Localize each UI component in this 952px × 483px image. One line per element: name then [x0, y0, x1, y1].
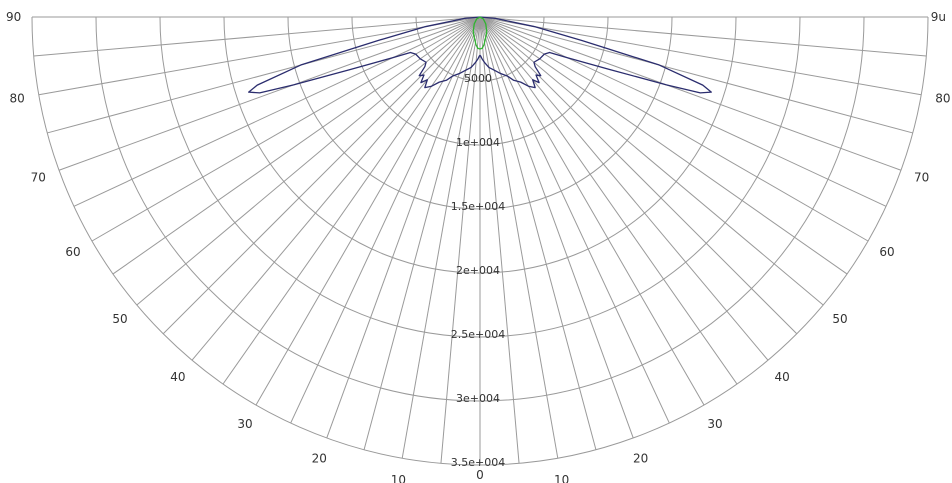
angle-spoke: [440, 16, 481, 464]
intensity-curve-1: [472, 16, 488, 50]
angle-spoke: [479, 16, 922, 96]
angle-spoke: [479, 16, 634, 439]
angle-tick-label: 30: [237, 417, 252, 431]
angle-spoke: [91, 16, 481, 242]
angle-spoke: [33, 16, 481, 57]
angle-spoke: [363, 16, 481, 450]
angle-tick-label: 80: [935, 92, 950, 106]
angle-tick-label: 9u: [931, 10, 946, 24]
angle-tick-label: 90: [6, 10, 21, 24]
angle-spoke: [479, 16, 824, 306]
angle-spoke: [58, 16, 481, 171]
radial-tick-label: 1e+004: [456, 136, 500, 149]
angle-spoke: [162, 16, 481, 335]
angle-tick-label: 70: [31, 171, 46, 185]
angle-tick-label: 40: [774, 370, 789, 384]
angle-spoke: [191, 16, 481, 361]
angle-tick-label: 20: [312, 452, 327, 466]
angle-spoke: [136, 16, 481, 306]
angle-tick-label: 60: [879, 245, 894, 259]
angle-tick-label: 40: [170, 370, 185, 384]
angle-spoke: [479, 16, 597, 450]
angle-spoke: [479, 16, 520, 464]
chart-labels: 5000 1e+004 1.5e+004 2e+004 2.5e+004 3e+004 3.…: [6, 10, 951, 483]
angle-spoke: [479, 16, 887, 207]
intensity-curves: [248, 16, 712, 94]
angle-spoke: [73, 16, 481, 207]
angle-spoke: [479, 16, 559, 459]
angle-spoke: [479, 16, 670, 424]
radial-tick-label: 5000: [464, 72, 492, 85]
angle-tick-label: 50: [832, 312, 847, 326]
angle-spoke: [479, 16, 738, 385]
angle-tick-label: 50: [112, 312, 127, 326]
angle-spoke: [38, 16, 481, 96]
radial-tick-label: 2e+004: [456, 264, 500, 277]
angle-tick-label: 0: [476, 468, 484, 482]
angle-tick-label: 60: [65, 245, 80, 259]
radial-tick-label: 2.5e+004: [451, 328, 505, 341]
angle-tick-label: 30: [707, 417, 722, 431]
radial-tick-label: 3.5e+004: [451, 456, 505, 469]
angle-tick-label: 10: [391, 473, 406, 483]
angle-spoke: [112, 16, 481, 275]
angle-spoke: [401, 16, 481, 459]
angle-spoke: [326, 16, 481, 439]
angle-spoke: [479, 16, 869, 242]
angle-spoke: [479, 16, 902, 171]
angle-tick-label: 20: [633, 452, 648, 466]
angle-spoke: [479, 16, 927, 57]
angle-spoke: [479, 16, 705, 406]
angle-tick-label: 80: [9, 92, 24, 106]
angle-spoke: [222, 16, 481, 385]
polar-grid: [31, 16, 929, 466]
radial-tick-label: 3e+004: [456, 392, 500, 405]
angle-spoke: [255, 16, 481, 406]
angle-spoke: [479, 16, 913, 134]
angle-spoke: [47, 16, 481, 134]
radial-tick-label: 1.5e+004: [451, 200, 505, 213]
angle-spoke: [290, 16, 481, 424]
angle-tick-label: 10: [554, 473, 569, 483]
angle-tick-label: 70: [914, 171, 929, 185]
angle-spoke: [479, 16, 798, 335]
angle-spoke: [479, 16, 769, 361]
angle-spoke: [479, 16, 848, 275]
intensity-curve-0: [248, 16, 712, 94]
